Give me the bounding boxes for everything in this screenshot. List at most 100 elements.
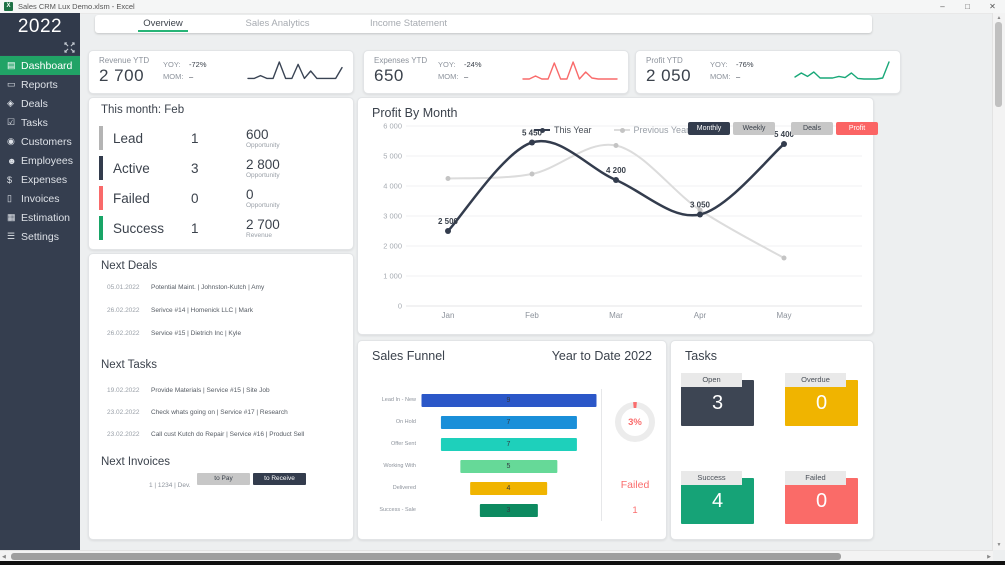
svg-text:0: 0 [398,302,402,311]
svg-text:1 000: 1 000 [383,272,402,281]
invoice-row: 1 | 1234 | Dev. [149,482,191,489]
sidebar-item-label: Expenses [21,173,68,186]
chart-toggle-weekly[interactable]: Weekly [733,122,775,135]
legend-item: This Year [534,125,592,135]
mom-value: – [464,72,469,81]
svg-text:May: May [776,311,791,320]
deal-text: Service #15 | Dietrich Inc | Kyle [151,330,242,337]
funnel-bar: 3 [479,503,538,517]
sidebar-item-reports[interactable]: ▭ Reports [0,75,80,94]
next-tasks-title: Next Tasks [101,359,158,371]
scroll-up-icon[interactable]: ▲ [996,15,1002,21]
status-count: 1 [191,220,199,236]
restore-icon[interactable]: □ [965,2,970,11]
next-invoices-title: Next Invoices [101,456,171,468]
sidebar-item-invoices[interactable]: ▯ Invoices [0,189,80,208]
status-value-label: Opportunity [246,201,280,209]
expand-arrows-icon[interactable] [64,42,75,53]
tab-overview[interactable]: Overview [123,15,203,33]
funnel-row: Success - Sale 3 [364,499,596,521]
sidebar-item-estimation[interactable]: ▦ Estimation [0,208,80,227]
to-pay-button[interactable]: to Pay [197,473,250,485]
profit-line-chart: 6 000 5 000 4 000 3 000 2 000 1 000 0 Jan Feb Mar… [383,122,862,320]
status-count: 0 [191,190,199,206]
funnel-row: Offer Sent 7 [364,433,596,455]
status-label: Failed [113,190,150,206]
mom-value: – [189,72,194,81]
sidebar-item-dashboard[interactable]: ▤ Dashboard [0,56,80,75]
failed-gauge: 3% [610,399,660,445]
task-date: 19.02.2022 [107,387,140,394]
scroll-right-icon[interactable]: ▶ [987,554,991,560]
deal-text: Potential Maint. | Johnston-Kutch | Amy [151,284,265,291]
mom-label: MOM: [710,72,731,81]
legend-item: Previous Year [613,125,689,135]
svg-text:4 200: 4 200 [606,166,627,175]
svg-text:5 000: 5 000 [383,152,402,161]
task-text: Call cust Kutch do Repair | Service #16 … [151,431,305,438]
task-card-success: 4 Success [681,471,754,524]
vertical-scrollbar[interactable]: ▲ ▼ [992,13,1005,550]
sidebar-item-employees[interactable]: ☻ Employees [0,151,80,170]
funnel-bar: 4 [469,481,548,495]
people-icon: ◉ [7,136,15,146]
sidebar-item-customers[interactable]: ◉ Customers [0,132,80,151]
divider [601,389,602,521]
tab-income-statement[interactable]: Income Statement [369,18,448,29]
task-count: 0 [815,391,828,414]
calculator-icon: ▦ [7,212,16,222]
chart-toggle-profit[interactable]: Profit [836,122,878,135]
horizontal-scrollbar[interactable]: ◀ ▶ [0,550,993,562]
tab-sales-analytics[interactable]: Sales Analytics [245,18,310,29]
chart-toggle-deals[interactable]: Deals [791,122,833,135]
sidebar-item-deals[interactable]: ◈ Deals [0,94,80,113]
kpi-card-revenue: Revenue YTD 2 700 YOY: -72% MOM: – [88,50,354,94]
task-text: Check whats going on | Service #17 | Res… [151,409,288,416]
funnel-row: Delivered 4 [364,477,596,499]
sidebar-item-expenses[interactable]: $ Expenses [0,170,80,189]
deal-date: 26.02.2022 [107,307,140,314]
horizontal-scroll-thumb[interactable] [11,553,841,560]
deal-row: 26.02.2022 Service #15 | Dietrich Inc | … [107,330,347,337]
sidebar-item-tasks[interactable]: ☑ Tasks [0,113,80,132]
gauge-percent: 3% [628,417,642,428]
funnel-row: On Hold 7 [364,411,596,433]
upcoming-lists-panel: Next Deals 05.01.2022 Potential Maint. |… [88,253,354,540]
yoy-value: -76% [736,60,754,69]
task-row: 23.02.2022 Check whats going on | Servic… [107,409,347,416]
close-icon[interactable]: ✕ [989,2,996,11]
kpi-metrics: YOY: -24% MOM: – [438,59,482,83]
svg-text:2 000: 2 000 [383,242,402,251]
sidebar-item-label: Estimation [21,211,71,224]
funnel-subtitle: Year to Date 2022 [551,349,652,363]
task-card-value-box: 3 [681,380,754,426]
kpi-value: 2 700 [99,66,145,85]
funnel-stage-label: On Hold [395,419,416,425]
funnel-value: 4 [506,484,511,492]
vertical-scroll-thumb[interactable] [995,22,1002,107]
status-count: 3 [191,160,199,176]
funnel-bars: Lead In - New 9 On Hold 7 Offer Sent 7 Working… [364,389,596,521]
tasks-summary-panel: Tasks 3 Open 0 Overdue 4 Success 0 Faile… [670,340,874,540]
deal-date: 26.02.2022 [107,330,140,337]
task-card-value-box: 0 [785,478,858,524]
funnel-row: Lead In - New 9 [364,389,596,411]
funnel-stage-label: Lead In - New [381,397,416,403]
deal-row: 26.02.2022 Serivce #14 | Homenick LLC | … [107,307,347,314]
status-value-label: Opportunity [246,171,280,179]
this-month-panel: This month: Feb Lead 1 600 Opportunity A… [88,97,354,250]
minimize-icon[interactable]: – [940,2,945,11]
sidebar-item-settings[interactable]: ☰ Settings [0,227,80,246]
task-row: 19.02.2022 Provide Materials | Service #… [107,387,347,394]
scroll-left-icon[interactable]: ◀ [2,554,6,560]
to-receive-button[interactable]: to Receive [253,473,306,485]
mom-label: MOM: [438,72,459,81]
task-card-label: Overdue [785,373,846,387]
scroll-down-icon[interactable]: ▼ [996,542,1002,548]
chart-toggle-monthly[interactable]: Monthly [688,122,730,135]
svg-text:Feb: Feb [525,311,539,320]
sidebar: 2022 ▤ Dashboard ▭ Reports ◈ Deals ☑ Tas… [0,13,80,550]
funnel-bar: 9 [421,393,596,407]
year-label: 2022 [17,16,63,37]
